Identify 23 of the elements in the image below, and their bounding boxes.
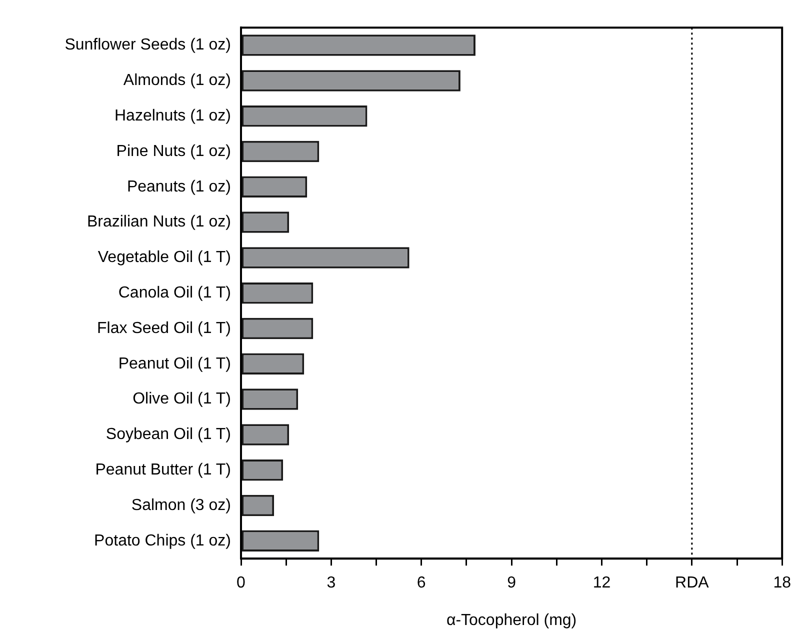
y-tick-label: Peanut Butter (1 T) xyxy=(95,462,231,479)
x-tick-label: 9 xyxy=(507,574,516,592)
x-tick-label: 12 xyxy=(592,574,611,592)
y-tick-label: Olive Oil (1 T) xyxy=(132,390,231,408)
y-tick-label: Soybean Oil (1 T) xyxy=(106,426,231,444)
x-tick-label: 6 xyxy=(416,574,426,592)
y-tick-label: Salmon (3 oz) xyxy=(131,496,231,514)
x-tick-label: RDA xyxy=(675,574,710,592)
x-tick-label: 18 xyxy=(773,574,792,592)
y-tick-label: Flax Seed Oil (1 T) xyxy=(97,320,231,337)
y-tick-label: Pine Nuts (1 oz) xyxy=(116,142,231,160)
x-tick-label: 3 xyxy=(326,574,336,592)
y-tick-label: Potato Chips (1 oz) xyxy=(94,532,231,550)
y-tick-label: Peanut Oil (1 T) xyxy=(118,355,231,372)
y-tick-label: Vegetable Oil (1 T) xyxy=(98,249,231,266)
x-axis-title: α-Tocopherol (mg) xyxy=(446,612,577,629)
y-tick-label: Brazilian Nuts (1 oz) xyxy=(86,214,231,231)
y-tick-label: Peanuts (1 oz) xyxy=(126,178,231,196)
y-tick-label: Canola Oil (1 T) xyxy=(118,284,231,302)
y-tick-label: Hazelnuts (1 oz) xyxy=(114,108,231,125)
y-tick-label: Almonds (1 oz) xyxy=(123,72,231,90)
y-tick-label: Sunflower Seeds (1 oz) xyxy=(64,36,231,54)
x-tick-label: 0 xyxy=(236,574,246,592)
